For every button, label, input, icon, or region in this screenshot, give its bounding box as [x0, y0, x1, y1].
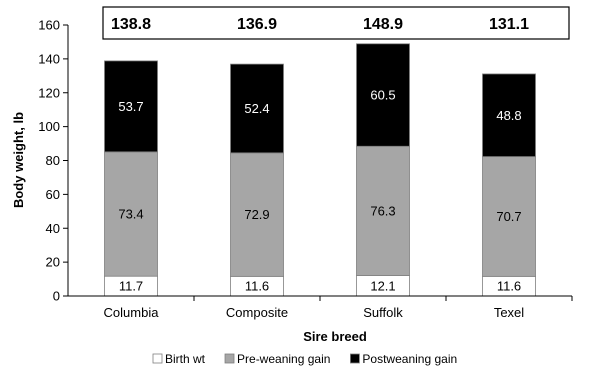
total-label: 148.9 — [363, 16, 403, 33]
data-label: 76.3 — [370, 203, 395, 218]
totals-box: 138.8 136.9 148.9 131.1 — [102, 6, 570, 40]
totals-box-frame — [102, 6, 570, 40]
x-tick-label: Suffolk — [363, 305, 403, 320]
bar-segment — [230, 63, 284, 154]
data-label: 60.5 — [370, 88, 395, 103]
y-tick-label: 120 — [38, 85, 60, 100]
bar-segment — [482, 156, 536, 277]
data-label: 72.9 — [244, 207, 269, 222]
data-label: 11.6 — [497, 279, 521, 294]
legend-label: Birth wt — [165, 352, 206, 366]
data-label: 48.8 — [496, 108, 521, 123]
data-label: 12.1 — [370, 278, 395, 293]
legend-label: Postweaning gain — [362, 352, 457, 366]
y-tick-label: 80 — [46, 153, 60, 168]
y-axis-title: Body weight, lb — [11, 112, 26, 208]
data-label: 70.7 — [496, 209, 521, 224]
legend-swatch — [224, 353, 235, 364]
bar-segment — [482, 73, 536, 158]
x-tick-label: Composite — [226, 305, 288, 320]
bars: 11.7 73.4 53.7 11.6 72.9 52.4 12.1 76.3 60.5 11.6… — [104, 43, 536, 297]
y-tick-label: 20 — [46, 255, 60, 270]
y-tick-label: 40 — [46, 221, 60, 236]
y-tick-label: 140 — [38, 51, 60, 66]
data-label: 53.7 — [118, 99, 143, 114]
bar-segment — [104, 151, 158, 277]
y-tick-label: 60 — [46, 187, 60, 202]
x-tick-label: Texel — [494, 305, 524, 320]
legend-swatch — [152, 353, 163, 364]
legend-swatch — [350, 353, 360, 364]
y-tick-label: 160 — [38, 18, 60, 33]
y-tick-label: 100 — [38, 119, 60, 134]
x-axis: Columbia Composite Suffolk Texel — [68, 295, 573, 320]
total-label: 131.1 — [489, 16, 529, 33]
bar-segment — [230, 152, 284, 277]
x-tick-label: Columbia — [104, 305, 160, 320]
y-tick-label: 0 — [53, 289, 60, 304]
data-label: 52.4 — [244, 101, 269, 116]
total-label: 138.8 — [111, 16, 151, 33]
y-axis: 0 20 40 60 80 100 120 140 160 — [38, 18, 69, 304]
legend-label: Pre-weaning gain — [237, 352, 330, 366]
x-axis-title: Sire breed — [303, 329, 367, 344]
total-label: 136.9 — [237, 16, 277, 33]
data-label: 11.6 — [245, 279, 269, 294]
data-label: 11.7 — [119, 279, 143, 294]
bar-segment — [356, 43, 410, 147]
bar-segment — [104, 60, 158, 153]
data-label: 73.4 — [118, 207, 143, 222]
bar-segment — [356, 145, 410, 276]
legend: Birth wt Pre-weaning gain Postweaning gain — [152, 352, 457, 366]
